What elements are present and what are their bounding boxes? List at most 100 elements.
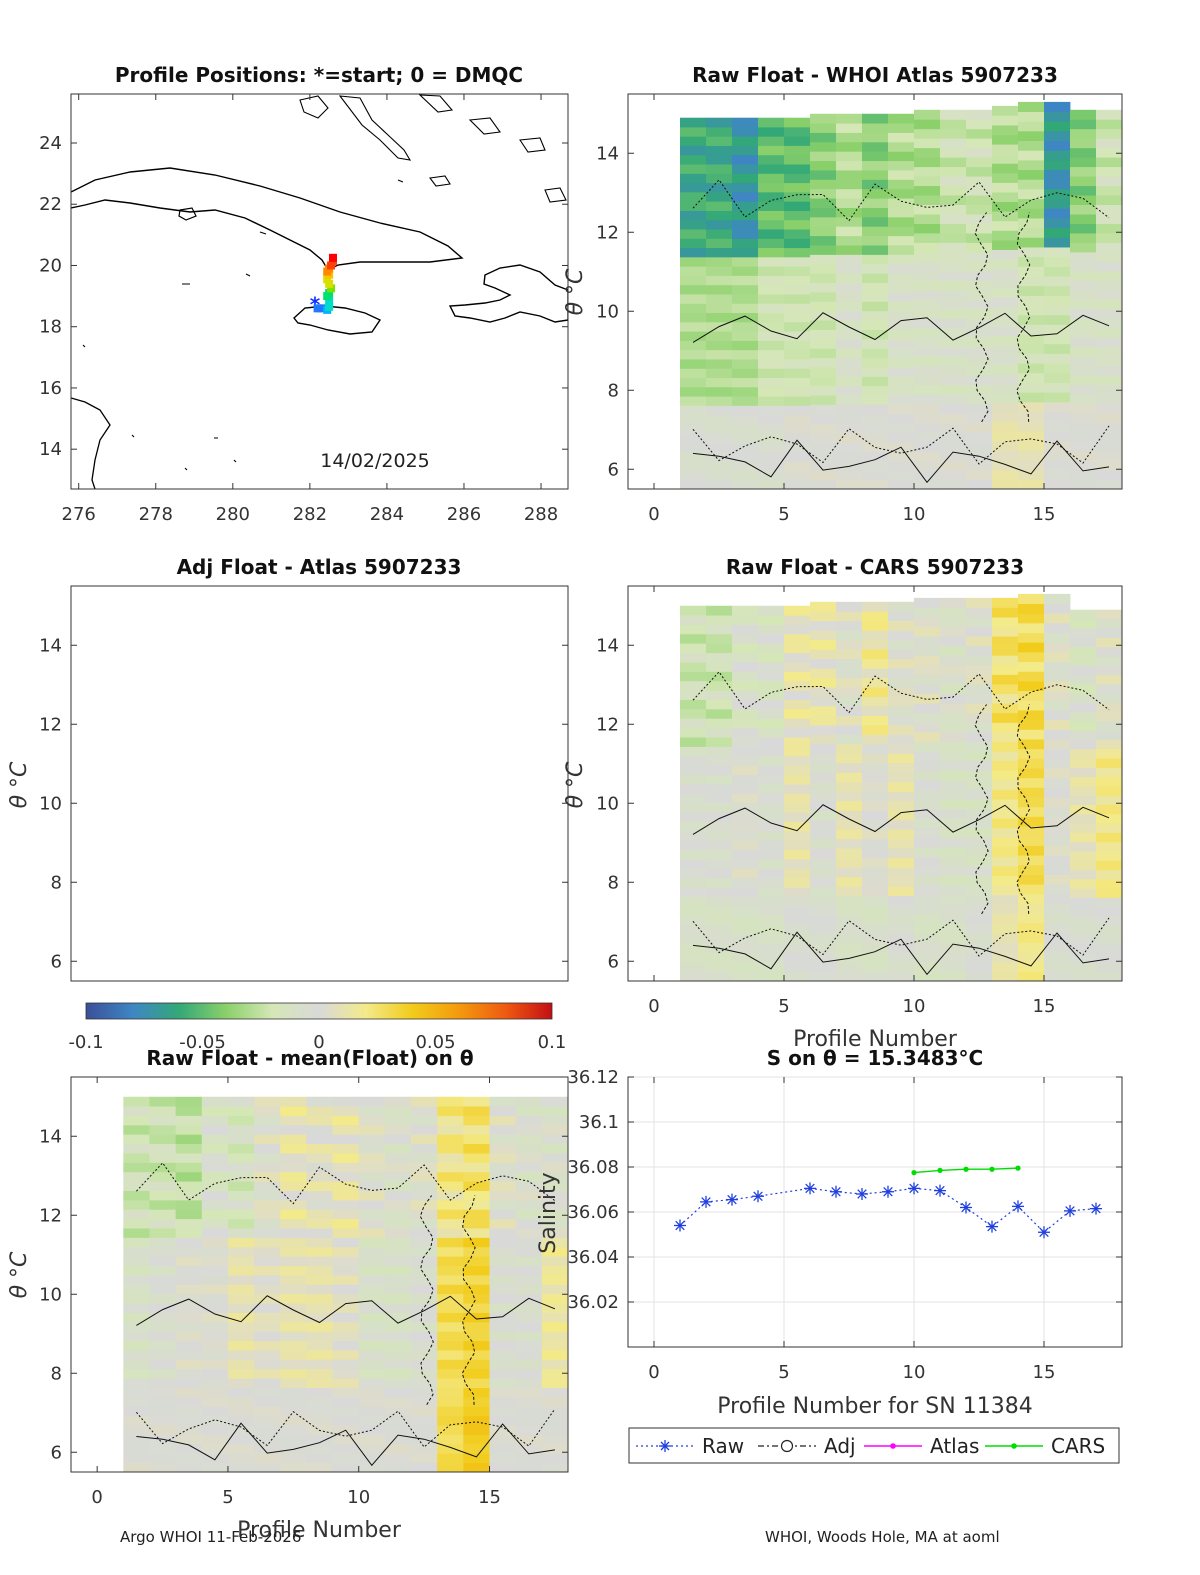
heatmap-cell bbox=[784, 405, 811, 416]
heatmap-cell bbox=[680, 201, 707, 211]
heatmap-cell bbox=[332, 1462, 360, 1473]
heatmap-cell bbox=[227, 1415, 255, 1426]
heatmap-cell bbox=[1070, 888, 1097, 898]
heatmap-cell bbox=[706, 470, 733, 481]
cars-series-point bbox=[937, 1167, 943, 1173]
heatmap-cell bbox=[836, 160, 863, 171]
heatmap-cell bbox=[680, 708, 707, 719]
heatmap-cell bbox=[1044, 188, 1071, 200]
heatmap-cell bbox=[384, 1209, 412, 1220]
heatmap-cell bbox=[732, 905, 759, 916]
heatmap-cell bbox=[1096, 786, 1123, 796]
heatmap-cell bbox=[1070, 289, 1097, 300]
heatmap-cell bbox=[254, 1190, 281, 1201]
heatmap-cell bbox=[862, 914, 889, 925]
heatmap-cell bbox=[680, 294, 707, 304]
heatmap-cell bbox=[175, 1359, 203, 1370]
heatmap-cell bbox=[966, 166, 993, 177]
heatmap-cell bbox=[123, 1265, 150, 1276]
heatmap-cell bbox=[940, 722, 967, 733]
heatmap-cell bbox=[836, 263, 863, 274]
heatmap-cell bbox=[1044, 140, 1071, 151]
heatmap-cell bbox=[1044, 401, 1071, 412]
heatmap-cell bbox=[1018, 130, 1045, 142]
heatmap-cell bbox=[384, 1321, 412, 1332]
y-tick-label: 36.04 bbox=[567, 1247, 619, 1268]
heatmap-cell bbox=[836, 179, 863, 190]
heatmap-cell bbox=[332, 1106, 360, 1116]
heatmap-cell bbox=[862, 952, 889, 963]
heatmap-cell bbox=[836, 649, 863, 660]
heatmap-cell bbox=[784, 934, 811, 944]
heatmap-cell bbox=[784, 605, 811, 616]
heatmap-cell bbox=[463, 1284, 490, 1295]
heatmap-cell bbox=[992, 259, 1019, 270]
heatmap-cell bbox=[149, 1256, 177, 1267]
heatmap-cell bbox=[680, 312, 707, 323]
x-tick-label: 5 bbox=[778, 996, 789, 1017]
raw-mean-heatmap bbox=[123, 1096, 569, 1473]
heatmap-cell bbox=[862, 385, 889, 396]
heatmap-cell bbox=[914, 913, 941, 924]
heatmap-cell bbox=[810, 198, 837, 208]
heatmap-cell bbox=[862, 404, 889, 415]
heatmap-cell bbox=[862, 282, 889, 293]
heatmap-cell bbox=[201, 1462, 229, 1473]
heatmap-cell bbox=[1096, 813, 1123, 824]
heatmap-cell bbox=[201, 1134, 229, 1145]
heatmap-cell bbox=[914, 684, 941, 695]
heatmap-cell bbox=[1096, 299, 1123, 310]
heatmap-cell bbox=[201, 1153, 229, 1163]
heatmap-cell bbox=[758, 266, 785, 276]
heatmap-cell bbox=[1018, 198, 1045, 209]
heatmap-cell bbox=[280, 1181, 307, 1191]
raw-marker-stroke bbox=[961, 1202, 971, 1213]
heatmap-cell bbox=[862, 263, 889, 274]
heatmap-cell bbox=[966, 441, 993, 452]
heatmap-cell bbox=[227, 1321, 255, 1332]
heatmap-cell bbox=[810, 886, 837, 897]
heatmap-cell bbox=[992, 971, 1019, 982]
heatmap-cell bbox=[732, 652, 759, 663]
heatmap-cell bbox=[358, 1453, 386, 1464]
heatmap-cell bbox=[862, 668, 889, 679]
heatmap-cell bbox=[992, 192, 1019, 203]
heatmap-cell bbox=[1096, 422, 1123, 433]
heatmap-cell bbox=[862, 188, 889, 199]
heatmap-cell bbox=[732, 943, 759, 954]
heatmap-cell bbox=[680, 154, 707, 165]
heatmap-cell bbox=[992, 894, 1019, 905]
heatmap-cell bbox=[489, 1331, 517, 1342]
heatmap-cell bbox=[489, 1153, 517, 1163]
heatmap-cell bbox=[1070, 748, 1097, 759]
heatmap-cell bbox=[966, 195, 993, 205]
heatmap-cell bbox=[463, 1434, 490, 1445]
heatmap-cell bbox=[914, 479, 941, 490]
heatmap-cell bbox=[758, 294, 785, 304]
heatmap-cell bbox=[836, 611, 863, 622]
heatmap-cell bbox=[836, 630, 863, 641]
heatmap-cell bbox=[888, 282, 915, 293]
heatmap-cell bbox=[1044, 642, 1071, 653]
heatmap-cell bbox=[306, 1293, 333, 1304]
y-tick-label: 6 bbox=[608, 951, 619, 972]
heatmap-cell bbox=[411, 1274, 438, 1285]
heatmap-cell bbox=[888, 376, 915, 387]
heatmap-cell bbox=[732, 284, 759, 295]
heatmap-cell bbox=[1018, 334, 1045, 345]
heatmap-cell bbox=[411, 1143, 438, 1154]
heatmap-cell bbox=[732, 461, 759, 471]
heatmap-cell bbox=[201, 1171, 229, 1182]
y-tick-label: 14 bbox=[39, 439, 62, 460]
heatmap-cell bbox=[227, 1115, 255, 1126]
heatmap-cell bbox=[541, 1378, 569, 1388]
heatmap-cell bbox=[175, 1462, 203, 1473]
heatmap-cell bbox=[758, 229, 785, 239]
heatmap-cell bbox=[706, 746, 733, 757]
heatmap-cell bbox=[515, 1368, 543, 1379]
heatmap-cell bbox=[810, 245, 837, 255]
heatmap-cell bbox=[992, 664, 1019, 675]
heatmap-cell bbox=[1018, 343, 1045, 354]
heatmap-cell bbox=[489, 1284, 517, 1295]
heatmap-cell bbox=[437, 1378, 464, 1388]
